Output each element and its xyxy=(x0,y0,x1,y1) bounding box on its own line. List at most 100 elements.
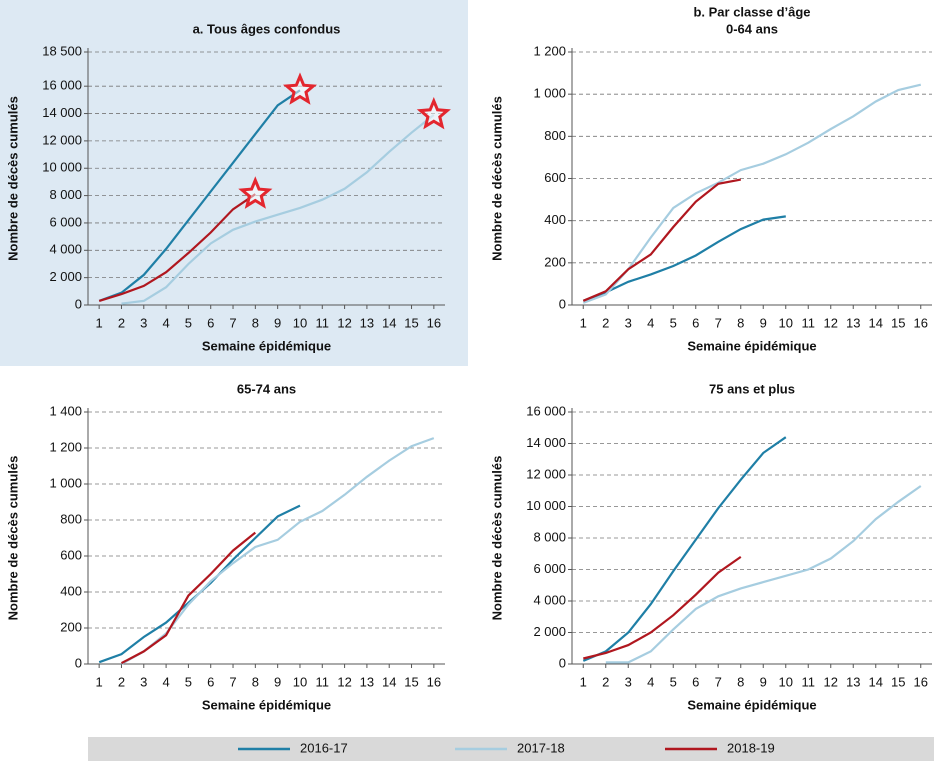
y-axis-label: Nombre de décès cumulés xyxy=(489,456,504,621)
x-tick-label: 6 xyxy=(692,315,699,330)
series-line xyxy=(583,555,742,660)
y-tick-label: 1 400 xyxy=(49,403,82,418)
y-tick-label: 0 xyxy=(559,296,566,311)
y-tick-label: 0 xyxy=(75,296,82,311)
x-tick-label: 8 xyxy=(252,315,259,330)
y-tick-label: 2 000 xyxy=(49,269,82,284)
y-tick-label: 12 000 xyxy=(42,132,82,147)
x-tick-label: 14 xyxy=(869,674,883,689)
x-tick-label: 4 xyxy=(647,315,654,330)
x-tick-label: 12 xyxy=(824,674,838,689)
legend-bar xyxy=(88,737,934,761)
y-tick-label: 200 xyxy=(544,254,566,269)
x-tick-label: 3 xyxy=(140,315,147,330)
x-tick-label: 10 xyxy=(293,674,307,689)
x-tick-label: 3 xyxy=(140,674,147,689)
chart-title: b. Par classe d’âge xyxy=(693,4,810,19)
series-line xyxy=(582,215,786,302)
x-tick-label: 13 xyxy=(360,674,374,689)
x-tick-label: 3 xyxy=(625,315,632,330)
x-tick-label: 13 xyxy=(846,674,860,689)
x-tick-label: 15 xyxy=(404,674,418,689)
y-tick-label: 10 000 xyxy=(526,498,566,513)
star-marker xyxy=(416,96,451,130)
y-tick-label: 8 000 xyxy=(533,529,566,544)
x-tick-label: 7 xyxy=(715,315,722,330)
x-tick-label: 10 xyxy=(293,315,307,330)
y-tick-label: 200 xyxy=(60,619,82,634)
x-tick-label: 1 xyxy=(96,674,103,689)
x-tick-label: 9 xyxy=(760,674,767,689)
x-tick-label: 12 xyxy=(337,315,351,330)
x-tick-label: 10 xyxy=(779,315,793,330)
star-marker xyxy=(238,176,273,209)
x-tick-label: 13 xyxy=(846,315,860,330)
x-axis-label: Semaine épidémique xyxy=(202,338,331,353)
x-tick-label: 12 xyxy=(824,315,838,330)
x-tick-label: 7 xyxy=(229,315,236,330)
y-tick-label: 16 000 xyxy=(526,403,566,418)
y-tick-label: 1 200 xyxy=(533,43,566,58)
x-tick-label: 11 xyxy=(802,315,816,330)
series-line xyxy=(120,531,256,665)
y-axis-label: Nombre de décès cumulés xyxy=(5,456,20,621)
x-tick-label: 5 xyxy=(670,315,677,330)
y-tick-label: 16 000 xyxy=(42,78,82,93)
x-tick-label: 9 xyxy=(274,674,281,689)
y-tick-label: 6 000 xyxy=(49,214,82,229)
x-tick-label: 11 xyxy=(802,674,816,689)
y-tick-label: 1 200 xyxy=(49,439,82,454)
x-tick-label: 8 xyxy=(252,674,259,689)
x-tick-label: 6 xyxy=(207,315,214,330)
y-axis-label: Nombre de décès cumulés xyxy=(489,96,504,261)
series-line xyxy=(582,436,787,662)
x-tick-label: 14 xyxy=(869,315,883,330)
x-tick-label: 2 xyxy=(118,674,125,689)
y-tick-label: 14 000 xyxy=(42,105,82,120)
x-tick-label: 13 xyxy=(360,315,374,330)
x-tick-label: 8 xyxy=(737,315,744,330)
x-tick-label: 15 xyxy=(891,674,905,689)
y-tick-label: 12 000 xyxy=(526,466,566,481)
series-line xyxy=(582,178,742,302)
x-tick-label: 14 xyxy=(382,315,396,330)
y-tick-label: 600 xyxy=(544,170,566,185)
y-tick-label: 0 xyxy=(559,655,566,670)
y-tick-label: 400 xyxy=(60,583,82,598)
series-line xyxy=(605,485,922,664)
x-axis-label: Semaine épidémique xyxy=(687,338,816,353)
x-tick-label: 6 xyxy=(692,674,699,689)
legend-label: 2018-19 xyxy=(727,740,775,755)
x-tick-label: 16 xyxy=(914,315,928,330)
y-tick-label: 0 xyxy=(75,655,82,670)
series-line xyxy=(121,114,435,305)
x-tick-label: 10 xyxy=(779,674,793,689)
x-tick-label: 11 xyxy=(316,674,330,689)
y-tick-label: 1 000 xyxy=(49,475,82,490)
x-tick-label: 5 xyxy=(185,674,192,689)
y-tick-label: 14 000 xyxy=(526,435,566,450)
x-tick-label: 8 xyxy=(737,674,744,689)
y-tick-label: 18 500 xyxy=(42,43,82,58)
y-tick-label: 400 xyxy=(544,212,566,227)
y-tick-label: 800 xyxy=(60,511,82,526)
y-tick-label: 600 xyxy=(60,547,82,562)
y-axis-label: Nombre de décès cumulés xyxy=(5,96,20,261)
y-tick-label: 2 000 xyxy=(533,624,566,639)
x-tick-label: 5 xyxy=(670,674,677,689)
x-tick-label: 7 xyxy=(229,674,236,689)
x-tick-label: 3 xyxy=(625,674,632,689)
x-tick-label: 9 xyxy=(760,315,767,330)
chart-title: 75 ans et plus xyxy=(709,381,795,396)
x-tick-label: 1 xyxy=(96,315,103,330)
series-line xyxy=(582,83,922,304)
x-tick-label: 6 xyxy=(207,674,214,689)
legend-label: 2016-17 xyxy=(300,740,348,755)
star-marker xyxy=(282,72,318,105)
x-tick-label: 2 xyxy=(602,315,609,330)
x-tick-label: 15 xyxy=(891,315,905,330)
x-tick-label: 2 xyxy=(118,315,125,330)
y-tick-label: 4 000 xyxy=(49,242,82,257)
y-tick-label: 6 000 xyxy=(533,561,566,576)
